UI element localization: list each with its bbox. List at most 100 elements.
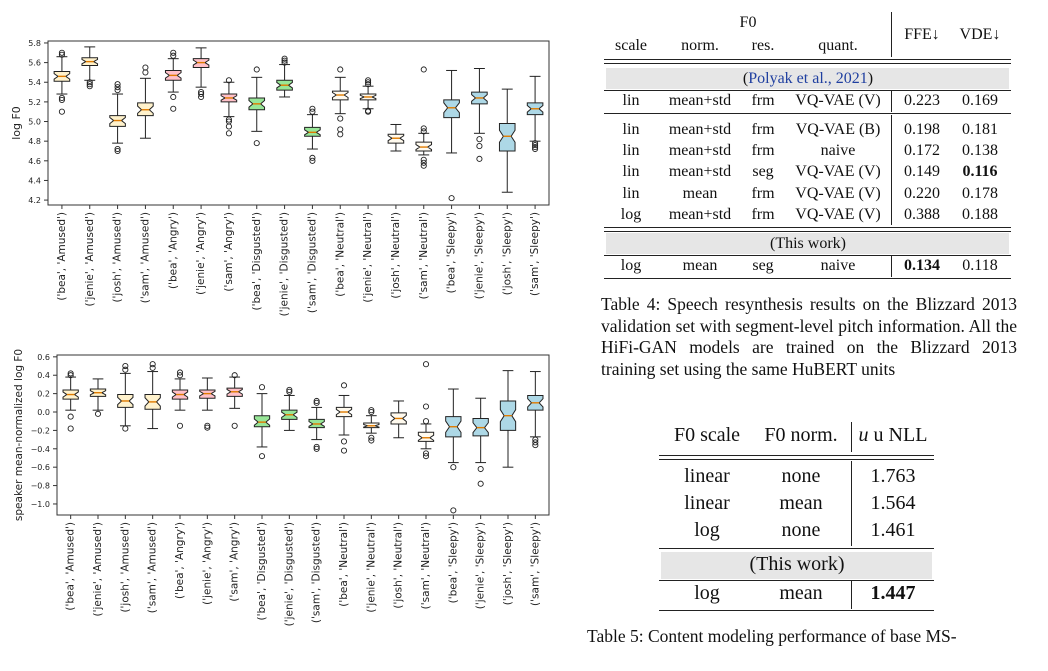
cell-f0-norm: mean bbox=[779, 582, 823, 604]
y-tick-label: 5.8 bbox=[28, 39, 41, 48]
outlier-point bbox=[422, 418, 430, 425]
x-tick-label: ('bea', 'Angry') bbox=[167, 212, 179, 289]
outlier-point bbox=[309, 154, 316, 161]
cell-quant: VQ-VAE (V) bbox=[795, 184, 881, 202]
table4-vrule-s1 bbox=[891, 91, 892, 112]
table4-rule-s4 bbox=[604, 255, 1011, 256]
cell-vde: 0.178 bbox=[962, 184, 998, 202]
outlier-point bbox=[420, 128, 427, 135]
cell-res: frm bbox=[751, 121, 775, 138]
cell-quant: VQ-VAE (B) bbox=[795, 121, 881, 138]
box-14 bbox=[443, 69, 460, 202]
outlier-point bbox=[532, 144, 539, 151]
table4-section1-title: (Polyak et al., 2021) bbox=[742, 70, 874, 87]
outlier-point bbox=[225, 77, 232, 84]
box-5 bbox=[199, 377, 216, 431]
table5-header-nll: u u NLL bbox=[858, 424, 928, 446]
outlier-point bbox=[532, 439, 539, 446]
y-tick-label: 0.2 bbox=[37, 390, 50, 399]
cell-res: frm bbox=[751, 184, 775, 202]
cell-ffe: 0.134 bbox=[904, 257, 940, 274]
y-tick-label: −1.0 bbox=[31, 500, 50, 509]
cell-u-nll: 1.564 bbox=[870, 492, 916, 514]
outlier-point bbox=[313, 445, 320, 452]
x-tick-label: ('jenie', 'Disgusted') bbox=[283, 522, 295, 626]
x-tick-label: ('bea', 'Neutral') bbox=[338, 522, 350, 607]
box-13 bbox=[417, 361, 435, 460]
cell-res: frm bbox=[751, 205, 775, 223]
outlier-point bbox=[476, 155, 483, 162]
outlier-point bbox=[422, 450, 430, 457]
box-15 bbox=[471, 67, 488, 162]
cell-vde: 0.138 bbox=[962, 142, 998, 160]
outlier-point bbox=[149, 364, 156, 371]
outlier-point bbox=[170, 49, 177, 56]
outlier-point bbox=[309, 157, 316, 164]
outlier-point bbox=[365, 107, 372, 114]
outlier-point bbox=[340, 438, 348, 445]
table4-vrule-header bbox=[891, 12, 892, 57]
table5-header-norm: F0 norm. bbox=[764, 424, 838, 446]
outlier-point bbox=[368, 407, 375, 414]
table5-rule-mid bbox=[659, 548, 934, 549]
table4-caption: Table 4: Speech resynthesis results on t… bbox=[601, 294, 1017, 379]
y-tick-label: −0.2 bbox=[31, 426, 50, 435]
outlier-point bbox=[313, 399, 320, 406]
table5-thiswork-label: (This work) bbox=[749, 553, 845, 575]
x-tick-label: ('josh', 'Neutral') bbox=[390, 212, 402, 299]
x-tick-label: ('jenie', 'Angry') bbox=[195, 212, 207, 295]
box-9 bbox=[308, 397, 325, 452]
outlier-point bbox=[532, 145, 539, 153]
outlier-point bbox=[450, 464, 457, 471]
table5-rule-bottom bbox=[659, 610, 934, 611]
table-4: F0 scale norm. res. quant. FFE↓ VDE↓ (Po… bbox=[0, 0, 1048, 300]
cell-scale: log bbox=[620, 205, 642, 223]
y-tick-label: 5.4 bbox=[28, 78, 41, 87]
table5-vrule-header bbox=[851, 422, 852, 452]
table4-header-norm: norm. bbox=[681, 37, 719, 54]
outlier-point bbox=[532, 442, 539, 449]
outlier-point bbox=[149, 361, 156, 368]
y-tick-label: −0.6 bbox=[31, 463, 50, 472]
x-tick-label: ('bea', 'Angry') bbox=[174, 522, 186, 599]
outlier-point bbox=[176, 422, 184, 429]
box-4 bbox=[171, 369, 189, 429]
outlier-point bbox=[281, 59, 288, 66]
outlier-point bbox=[86, 79, 93, 86]
table4-rule-s3 bbox=[604, 227, 1011, 228]
outlier-point bbox=[309, 108, 316, 115]
outlier-point bbox=[477, 465, 484, 473]
table5-header-scale: F0 scale bbox=[673, 424, 741, 446]
x-tick-label: ('sam', 'Angry') bbox=[229, 522, 241, 602]
outlier-point bbox=[365, 81, 372, 88]
outlier-point bbox=[420, 66, 427, 73]
box-4 bbox=[164, 49, 182, 112]
box-12 bbox=[387, 123, 405, 152]
box-16 bbox=[498, 88, 516, 193]
x-tick-label: ('sam', 'Disgusted') bbox=[306, 212, 318, 313]
cell-scale: lin bbox=[622, 184, 640, 202]
box-2 bbox=[109, 81, 126, 155]
outlier-point bbox=[114, 147, 121, 155]
table4-header-vde: VDE↓ bbox=[959, 26, 1001, 43]
outlier-point bbox=[225, 130, 232, 137]
y-tick-label: 0.6 bbox=[37, 353, 50, 362]
y-tick-label: 5.2 bbox=[28, 98, 41, 107]
x-tick-label: ('sam', 'Disgusted') bbox=[311, 522, 323, 623]
outlier-point bbox=[225, 118, 232, 125]
table4-citation-link[interactable]: Polyak et al., 2021 bbox=[748, 70, 868, 87]
outlier-point bbox=[420, 125, 427, 132]
outlier-point bbox=[114, 87, 121, 94]
outlier-point bbox=[198, 90, 205, 98]
table4-rule-bottom bbox=[604, 278, 1011, 279]
outlier-point bbox=[368, 434, 375, 441]
box-7 bbox=[253, 384, 271, 460]
outlier-point bbox=[86, 83, 93, 90]
cell-f0-scale: log bbox=[694, 582, 720, 604]
outlier-point bbox=[477, 480, 484, 487]
outlier-point bbox=[258, 453, 266, 460]
box-6 bbox=[220, 77, 238, 137]
outlier-point bbox=[365, 77, 372, 84]
x-tick-label: ('sam', 'Sleepy') bbox=[529, 212, 541, 296]
